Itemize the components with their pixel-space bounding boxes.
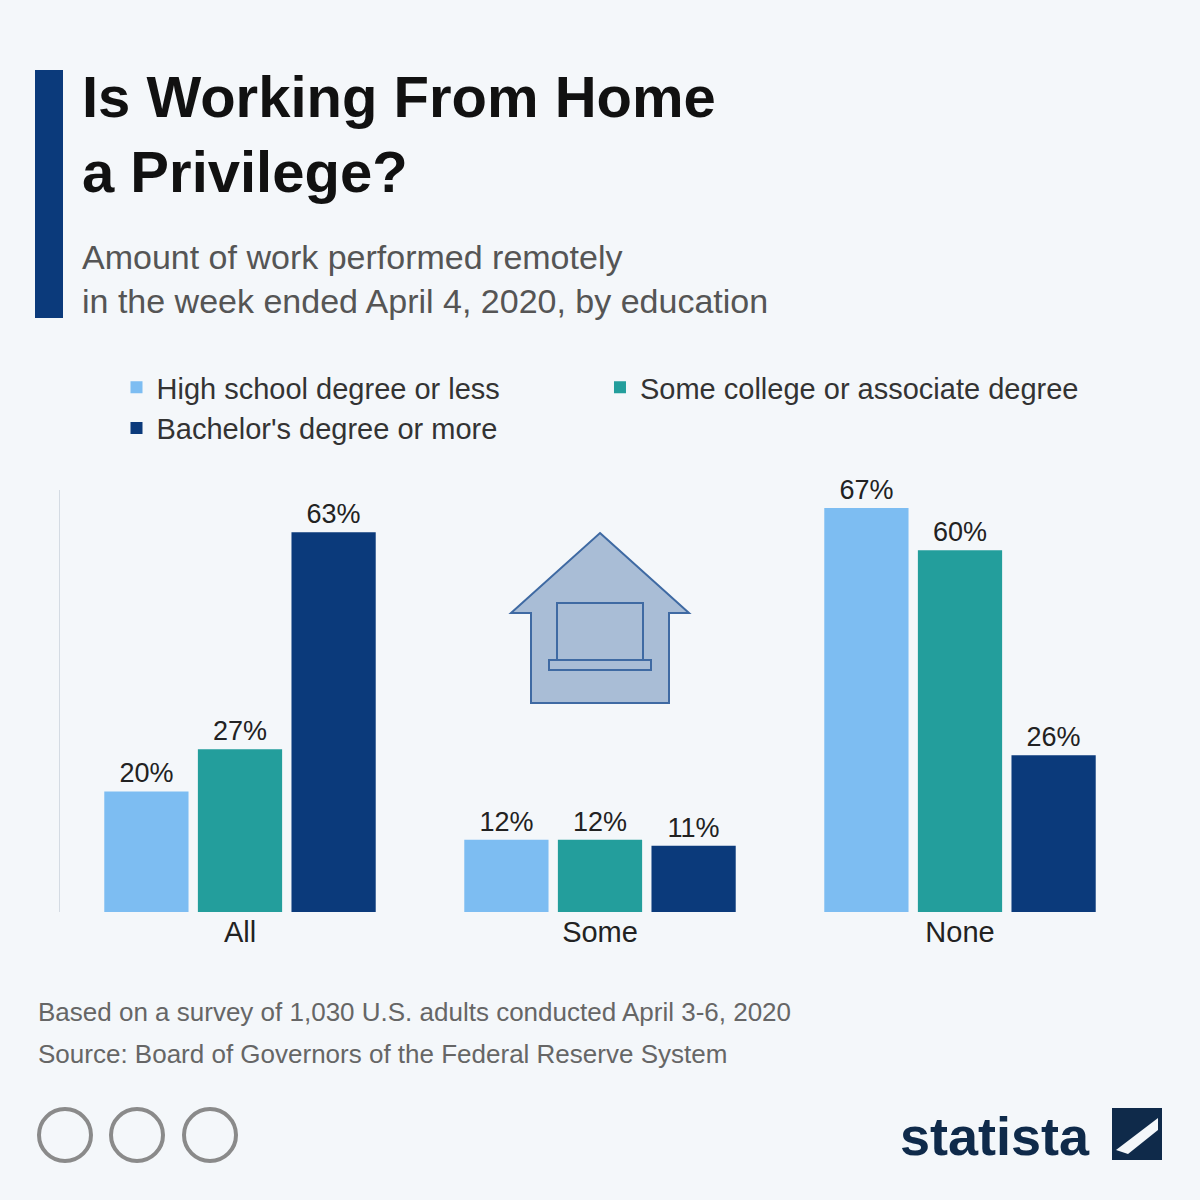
svg-text:67%: 67% [839,475,893,505]
svg-text:12%: 12% [573,807,627,837]
svg-text:27%: 27% [213,716,267,746]
svg-text:26%: 26% [1027,722,1081,752]
svg-text:63%: 63% [307,499,361,529]
svg-text:All: All [224,916,256,948]
svg-text:Based on a survey of 1,030 U.S: Based on a survey of 1,030 U.S. adults c… [38,997,791,1027]
svg-text:Some: Some [562,916,638,948]
svg-text:None: None [925,916,994,948]
svg-text:Some college or associate degr: Some college or associate degree [640,373,1078,405]
svg-text:Amount of work performed remot: Amount of work performed remotelyin the … [82,238,768,320]
svg-text:High school degree or less: High school degree or less [157,373,500,405]
svg-text:statista: statista [900,1106,1090,1166]
svg-text:Source: Board of Governors of: Source: Board of Governors of the Federa… [38,1039,727,1069]
svg-text:Bachelor's degree or more: Bachelor's degree or more [157,413,498,445]
svg-text:20%: 20% [119,758,173,788]
svg-text:Is Working From Homea Privileg: Is Working From Homea Privilege? [82,64,716,204]
svg-text:12%: 12% [479,807,533,837]
svg-text:60%: 60% [933,517,987,547]
svg-text:11%: 11% [668,813,720,843]
